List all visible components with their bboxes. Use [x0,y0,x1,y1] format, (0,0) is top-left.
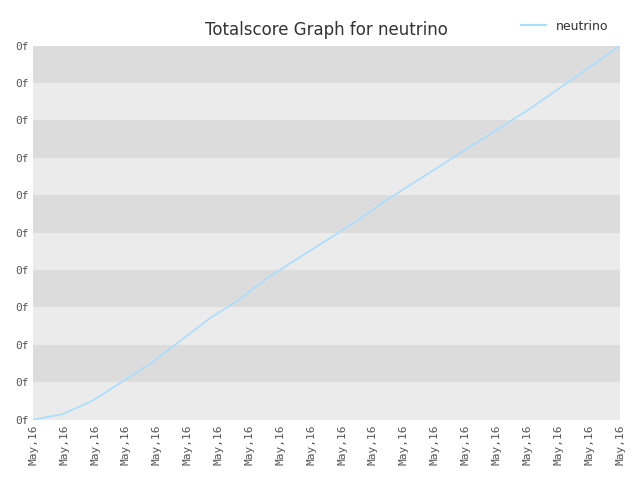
neutrino [118,379,125,385]
Legend: neutrino: neutrino [516,14,614,37]
Bar [33,120,620,158]
Bar [33,308,620,345]
Line: neutrino: neutrino [33,46,620,420]
neutrino [616,43,624,48]
Bar [33,83,620,120]
Bar [33,46,620,83]
neutrino [499,123,506,129]
neutrino [411,180,419,185]
neutrino [557,84,565,90]
Bar [33,158,620,195]
Bar [33,195,620,233]
neutrino [294,256,301,262]
neutrino [176,338,184,344]
neutrino [587,63,595,69]
neutrino [147,360,154,366]
neutrino [59,411,67,417]
neutrino [264,275,272,280]
neutrino [381,198,389,204]
neutrino [470,142,477,148]
Bar [33,345,620,382]
Bar [33,382,620,420]
neutrino [29,417,37,422]
Bar [33,270,620,308]
neutrino [88,398,96,404]
Bar [33,233,620,270]
neutrino [528,105,536,110]
neutrino [235,297,243,303]
Title: Totalscore Graph for neutrino: Totalscore Graph for neutrino [205,21,448,38]
neutrino [440,161,448,167]
neutrino [323,237,330,243]
neutrino [352,218,360,224]
neutrino [205,316,213,322]
